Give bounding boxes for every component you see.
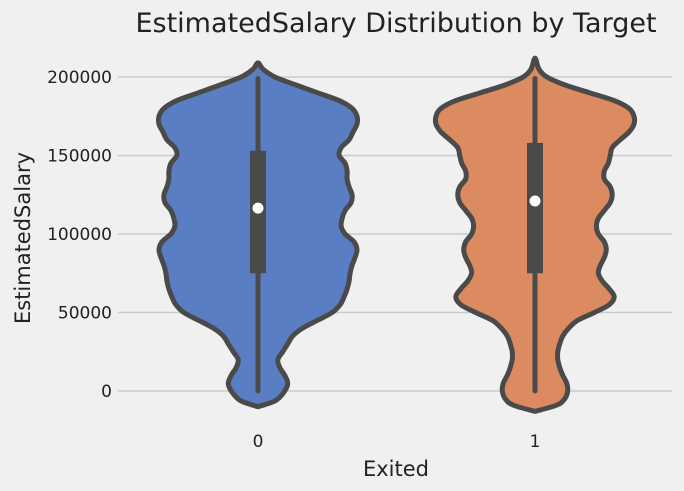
x-tick-label: 1 — [530, 432, 541, 452]
median-point-1 — [529, 195, 541, 207]
y-tick-labels: 0 50000 100000 150000 200000 — [47, 68, 112, 402]
y-tick-label: 0 — [101, 382, 112, 402]
y-tick-label: 50000 — [58, 304, 112, 324]
y-tick-label: 200000 — [47, 68, 112, 88]
violins — [155, 55, 638, 414]
median-point-0 — [252, 202, 264, 214]
x-tick-label: 0 — [253, 432, 264, 452]
iqr-box-1 — [527, 142, 543, 274]
x-axis-label: Exited — [363, 457, 429, 481]
y-tick-label: 150000 — [47, 147, 112, 167]
y-axis-label: EstimatedSalary — [11, 152, 35, 324]
y-tick-label: 100000 — [47, 225, 112, 245]
chart-title: EstimatedSalary Distribution by Target — [135, 8, 656, 39]
